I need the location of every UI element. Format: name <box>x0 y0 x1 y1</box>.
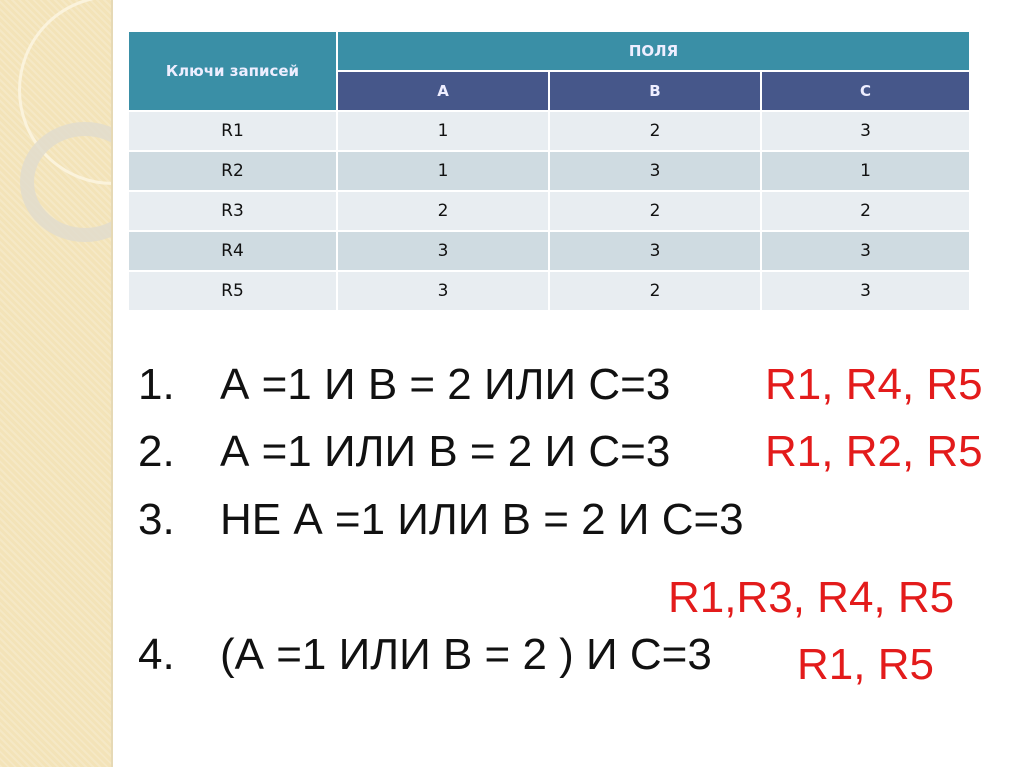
cell: 2 <box>336 190 550 232</box>
records-table: Ключи записей ПОЛЯ A B C R1 1 2 3 R2 1 3… <box>127 30 971 312</box>
cell: 2 <box>548 110 762 152</box>
cell: 2 <box>760 190 971 232</box>
header-col-c: C <box>760 70 971 112</box>
question-text: А =1 И В = 2 ИЛИ С=3 <box>220 360 671 409</box>
divider <box>111 0 113 767</box>
table-row: R5 3 2 3 <box>127 270 971 312</box>
cell: 3 <box>760 230 971 272</box>
cell: 3 <box>548 230 762 272</box>
answer-4: R1, R5 <box>797 640 934 689</box>
header-col-b: B <box>548 70 762 112</box>
answer-1: R1, R4, R5 <box>765 360 983 409</box>
question-number: 4. <box>138 630 175 679</box>
cell: 2 <box>548 270 762 312</box>
record-key: R3 <box>127 190 338 232</box>
cell: 1 <box>336 110 550 152</box>
header-col-a: A <box>336 70 550 112</box>
question-text: А =1 ИЛИ В = 2 И С=3 <box>220 427 671 476</box>
header-record-keys: Ключи записей <box>127 30 338 112</box>
table-row: R3 2 2 2 <box>127 190 971 232</box>
answer-2: R1, R2, R5 <box>765 427 983 476</box>
cell: 3 <box>336 270 550 312</box>
cell: 3 <box>336 230 550 272</box>
cell: 3 <box>548 150 762 192</box>
header-fields: ПОЛЯ <box>336 30 971 72</box>
table-row: R1 1 2 3 <box>127 110 971 152</box>
cell: 1 <box>336 150 550 192</box>
question-text: НЕ А =1 ИЛИ В = 2 И С=3 <box>220 495 744 544</box>
record-key: R5 <box>127 270 338 312</box>
question-number: 1. <box>138 360 175 409</box>
question-text: (А =1 ИЛИ В = 2 ) И С=3 <box>220 630 712 679</box>
table-row: R4 3 3 3 <box>127 230 971 272</box>
cell: 3 <box>760 110 971 152</box>
question-number: 2. <box>138 427 175 476</box>
cell: 1 <box>760 150 971 192</box>
table-row: R2 1 3 1 <box>127 150 971 192</box>
cell: 2 <box>548 190 762 232</box>
record-key: R1 <box>127 110 338 152</box>
record-key: R4 <box>127 230 338 272</box>
answer-3: R1,R3, R4, R5 <box>668 573 955 622</box>
record-key: R2 <box>127 150 338 192</box>
question-number: 3. <box>138 495 175 544</box>
cell: 3 <box>760 270 971 312</box>
